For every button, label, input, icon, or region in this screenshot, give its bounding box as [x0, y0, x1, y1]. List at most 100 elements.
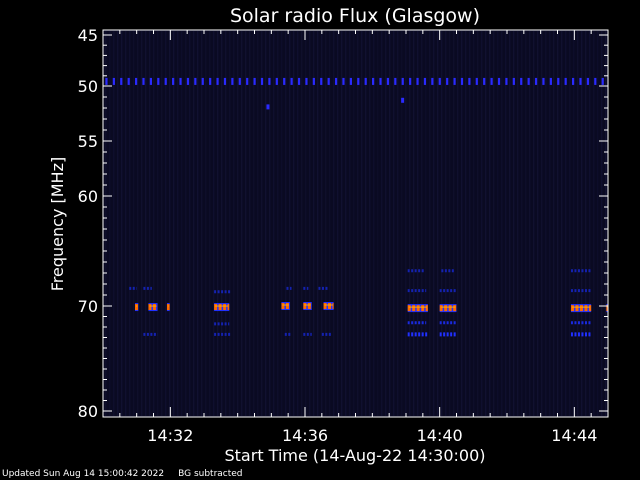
background-streak: [309, 31, 311, 416]
interference-tick: [505, 77, 508, 85]
background-streak: [257, 31, 259, 416]
background-streak: [181, 31, 183, 416]
y-tick-label: 55: [78, 132, 98, 151]
y-axis-label: Frequency [MHz]: [48, 157, 67, 291]
background-streak: [113, 31, 115, 416]
interference-tick: [386, 77, 390, 85]
background-streak: [577, 31, 579, 416]
background-streak: [465, 31, 467, 416]
background-streak: [477, 31, 479, 416]
interference-tick: [601, 77, 604, 85]
y-tick-label: 70: [78, 297, 98, 316]
background-streak: [233, 31, 235, 416]
x-tick-label: 14:32: [147, 426, 193, 445]
y-tick-label: 80: [78, 402, 98, 421]
background-streak: [493, 31, 495, 416]
background-streak: [213, 31, 215, 416]
background-streak: [221, 31, 223, 416]
updated-timestamp: Updated Sun Aug 14 15:00:42 2022: [2, 469, 165, 479]
background-streak: [301, 31, 303, 416]
interference-tick: [401, 77, 404, 85]
footer: Updated Sun Aug 14 15:00:42 2022 BG subtr…: [2, 469, 257, 479]
interference-tick: [327, 77, 330, 85]
background-streak: [581, 31, 583, 416]
interference-tick: [475, 77, 478, 85]
background-streak: [157, 31, 159, 416]
background-streak: [569, 31, 571, 416]
background-streak: [285, 31, 287, 416]
burst-spot: [266, 104, 270, 110]
background-streak: [469, 31, 471, 416]
background-streak: [373, 31, 375, 416]
background-streak: [165, 31, 167, 416]
interference-tick: [164, 77, 167, 85]
background-streak: [485, 31, 487, 416]
interference-tick: [334, 77, 338, 85]
background-streak: [525, 31, 527, 416]
background-streak: [553, 31, 555, 416]
interference-tick: [453, 77, 456, 85]
interference-tick: [105, 77, 108, 85]
background-streak: [421, 31, 423, 416]
y-axis: 45 50 55 60 70 80: [78, 26, 608, 421]
background-streak: [241, 31, 243, 416]
interference-tick: [483, 77, 486, 85]
background-streak: [509, 31, 511, 416]
background-streak: [413, 31, 415, 416]
interference-tick: [231, 77, 234, 85]
interference-tick: [364, 77, 367, 85]
background-streak: [589, 31, 591, 416]
chart-title: Solar radio Flux (Glasgow): [230, 5, 480, 27]
background-streak: [249, 31, 251, 416]
burst-halo: [303, 302, 312, 310]
background-streak: [353, 31, 355, 416]
background-streak: [357, 31, 359, 416]
interference-tick: [290, 77, 293, 85]
background-streak: [345, 31, 347, 416]
background-streak: [177, 31, 179, 416]
background-streak: [597, 31, 599, 416]
background-streak: [585, 31, 587, 416]
interference-tick: [253, 77, 256, 85]
interference-tick: [497, 77, 501, 85]
interference-tick: [490, 77, 493, 85]
background-streak: [185, 31, 187, 416]
interference-tick: [512, 77, 515, 85]
background-streak: [561, 31, 563, 416]
background-streak: [189, 31, 191, 416]
background-streaks: [105, 31, 607, 416]
background-streak: [565, 31, 567, 416]
interference-tick: [216, 77, 219, 85]
background-streak: [197, 31, 199, 416]
background-streak: [273, 31, 275, 416]
background-streak: [365, 31, 367, 416]
background-streak: [385, 31, 387, 416]
background-streak: [261, 31, 263, 416]
background-streak: [389, 31, 391, 416]
background-streak: [433, 31, 435, 416]
background-streak: [173, 31, 175, 416]
background-streak: [521, 31, 523, 416]
x-axis: 14:32 14:36 14:40 14:44: [119, 30, 597, 445]
y-tick-label: 50: [78, 77, 98, 96]
background-streak: [289, 31, 291, 416]
plot-area: [103, 30, 608, 417]
interference-tick: [312, 77, 315, 85]
interference-tick: [120, 77, 123, 85]
interference-tick: [423, 77, 427, 85]
interference-tick: [194, 77, 197, 85]
interference-tick: [179, 77, 182, 85]
background-streak: [541, 31, 543, 416]
background-streak: [425, 31, 427, 416]
background-streak: [361, 31, 363, 416]
interference-tick: [260, 77, 264, 85]
background-streak: [329, 31, 331, 416]
background-streak: [137, 31, 139, 416]
interference-tick: [283, 77, 286, 85]
background-streak: [245, 31, 247, 416]
interference-tick: [379, 77, 382, 85]
interference-tick: [134, 77, 138, 85]
interference-tick: [394, 77, 397, 85]
interference-tick: [409, 77, 412, 85]
background-streak: [489, 31, 491, 416]
